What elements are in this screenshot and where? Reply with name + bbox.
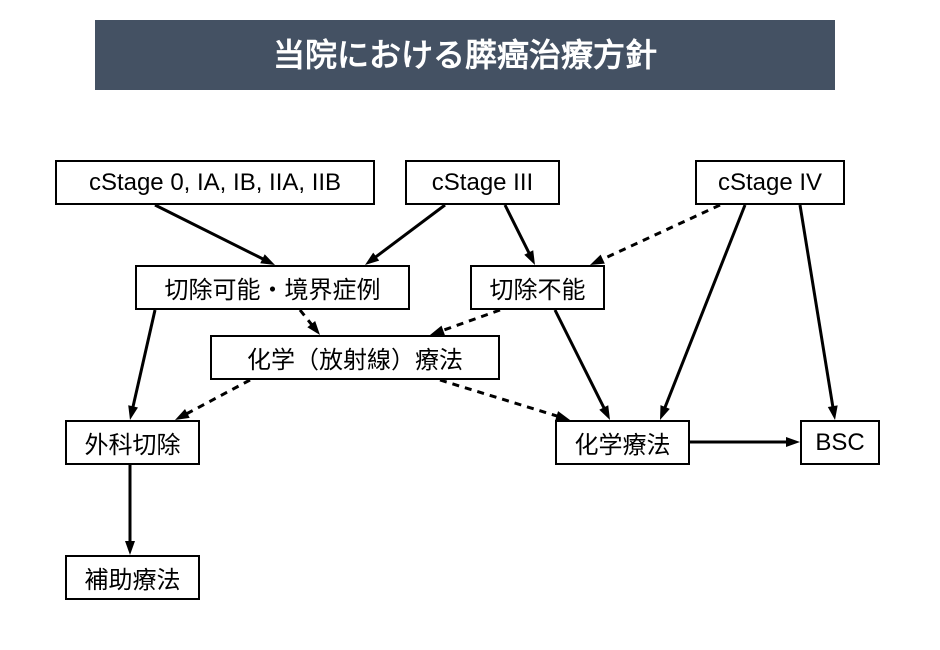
node-unresectable: 切除不能 (470, 265, 605, 310)
node-bsc: BSC (800, 420, 880, 465)
node-surgery: 外科切除 (65, 420, 200, 465)
node-chemoRT: 化学（放射線）療法 (210, 335, 500, 380)
title-text: 当院における膵癌治療方針 (273, 37, 657, 73)
title-bar: 当院における膵癌治療方針 (95, 20, 835, 90)
node-stage3: cStage III (405, 160, 560, 205)
node-resectable: 切除可能・境界症例 (135, 265, 410, 310)
node-stage012: cStage 0, IA, IB, IIA, IIB (55, 160, 375, 205)
node-adjuvant: 補助療法 (65, 555, 200, 600)
flowchart-canvas: 当院における膵癌治療方針 cStage 0, IA, IB, IIA, IIB … (0, 0, 940, 650)
node-stage4: cStage IV (695, 160, 845, 205)
edges-layer (0, 0, 940, 650)
node-chemo: 化学療法 (555, 420, 690, 465)
